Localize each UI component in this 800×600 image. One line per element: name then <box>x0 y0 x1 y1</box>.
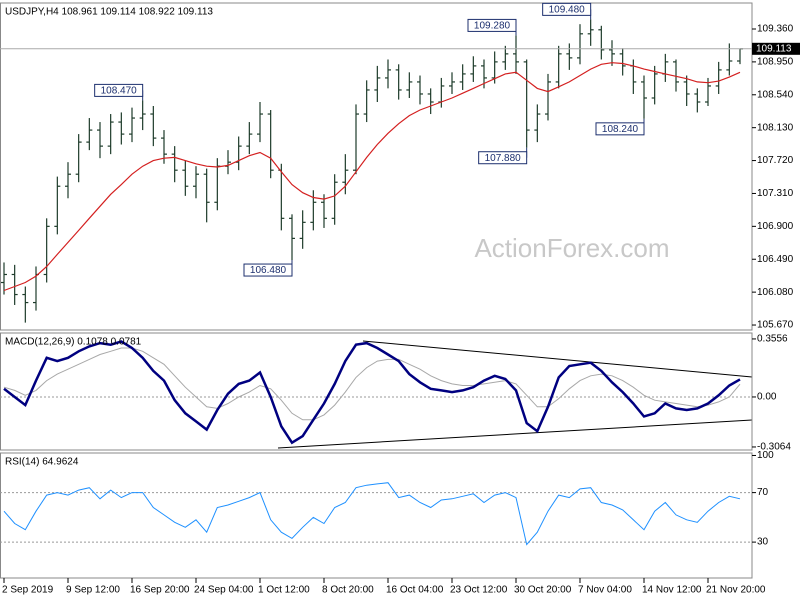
y-tick-label: 0.3556 <box>757 334 788 345</box>
current-price-box <box>752 42 800 55</box>
watermark: ActionForex.com <box>474 233 669 263</box>
annotation-label: 106.480 <box>250 265 287 276</box>
x-tick-label: 23 Oct 12:00 <box>450 585 508 596</box>
y-tick-label: 106.080 <box>757 287 794 298</box>
x-tick-label: 16 Oct 04:00 <box>386 585 444 596</box>
x-tick-label: 7 Nov 04:00 <box>578 585 632 596</box>
annotation-label: 107.880 <box>485 153 522 164</box>
x-tick-label: 30 Oct 20:00 <box>514 585 572 596</box>
x-tick-label: 8 Oct 20:00 <box>322 585 374 596</box>
annotation-box <box>94 83 144 97</box>
annotation-box <box>542 2 592 16</box>
annotation-box <box>467 18 517 32</box>
panel-frame <box>0 2 753 331</box>
y-tick-label: -0.3064 <box>757 442 791 453</box>
y-tick-label: 108.130 <box>757 122 794 133</box>
y-tick-label: 106.900 <box>757 221 794 232</box>
x-tick-label: 1 Oct 12:00 <box>258 585 310 596</box>
x-tick-label: 9 Sep 12:00 <box>66 585 120 596</box>
line-series <box>3 340 741 445</box>
annotation-box <box>595 122 645 136</box>
trendline <box>277 419 753 449</box>
annotation-box <box>478 151 528 165</box>
y-tick-label: 107.720 <box>757 155 794 166</box>
y-tick-label: 0.00 <box>757 392 777 403</box>
x-tick-label: 24 Sep 04:00 <box>194 585 254 596</box>
y-tick-label: 106.490 <box>757 254 794 265</box>
annotation-box <box>243 263 293 277</box>
line-series <box>3 347 741 421</box>
line-series <box>3 62 741 292</box>
x-tick-label: 21 Nov 20:00 <box>706 585 766 596</box>
y-tick-label: 109.360 <box>757 24 794 35</box>
y-tick-label: 108.950 <box>757 57 794 68</box>
annotation-label: 108.470 <box>101 86 138 97</box>
annotation-label: 109.480 <box>549 5 586 16</box>
y-tick-label: 107.310 <box>757 188 794 199</box>
x-tick-label: 16 Sep 20:00 <box>130 585 190 596</box>
x-tick-label: 14 Nov 12:00 <box>642 585 702 596</box>
annotation-label: 109.280 <box>474 21 511 32</box>
panel-title: RSI(14) 64.9624 <box>5 457 79 468</box>
panel-title: MACD(12,26,9) 0.1078 0.0781 <box>5 337 142 348</box>
panel-title: USDJPY,H4 108.961 109.114 108.922 109.11… <box>5 7 213 18</box>
panel-frame <box>0 332 753 451</box>
panel-frame <box>0 452 753 579</box>
y-tick-label: 30 <box>757 537 769 548</box>
y-tick-label: 70 <box>757 487 769 498</box>
y-tick-label: 105.670 <box>757 320 794 331</box>
trendline <box>362 340 753 378</box>
y-tick-label: 108.540 <box>757 89 794 100</box>
current-price-label: 109.113 <box>756 43 792 54</box>
y-tick-label: 100 <box>757 450 774 461</box>
x-tick-label: 2 Sep 2019 <box>2 585 54 596</box>
annotation-label: 108.240 <box>602 124 639 135</box>
line-series <box>3 482 741 546</box>
